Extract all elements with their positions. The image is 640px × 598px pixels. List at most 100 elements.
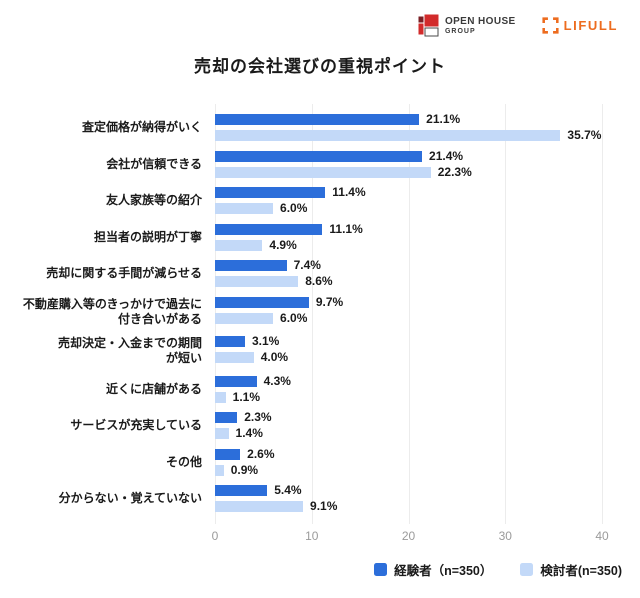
bar-group: 近くに店舗がある 4.3% 1.1% [0,373,640,404]
category-label: 分からない・覚えていない [58,491,202,505]
gridline-40 [602,104,603,524]
lifull-logo: LIFULL [542,17,618,34]
bar-line: 4.9% [215,237,602,252]
gridline-10 [311,104,313,524]
legend-item: 経験者（n=350） [374,560,492,579]
bar-group: 会社が信頼できる 21.4% 22.3% [0,150,640,179]
gridline-30 [505,104,507,524]
bar [215,375,257,387]
bar-group: その他 2.6% 0.9% [0,446,640,476]
bar [215,114,420,125]
bar-line: 35.7% [215,128,602,142]
bar-value-label: 22.3% [437,164,472,179]
bar-line: 9.1% [215,499,602,513]
bar [215,501,304,512]
category-label: 友人家族等の紹介 [105,193,202,207]
bar-line: 5.4% [215,483,602,497]
bar [215,412,238,423]
bar-group: 売却決定・入金までの期間 が短い 3.1% 4.0% [0,334,640,366]
bar [215,352,254,363]
x-tick-label: 30 [498,529,512,543]
bar-value-label: 3.1% [251,334,280,348]
x-tick-label: 20 [401,529,416,543]
x-axis: 0 10 20 30 40 [212,529,609,545]
bar-value-label: 9.1% [310,499,338,513]
category-label: サービスが充実している [70,418,202,432]
bar [215,391,226,403]
bar-value-label: 2.6% [247,446,275,461]
bar-value-label: 1.4% [235,426,263,440]
x-tick-label: 40 [595,529,609,543]
bar-value-label: 11.1% [329,221,363,236]
bar [215,464,224,476]
bar-value-label: 2.3% [244,410,272,424]
bar [215,260,287,271]
bar-group: 担当者の説明が丁寧 11.1% 4.9% [0,221,640,252]
logo-row: OPEN HOUSE GROUP LIFULL [418,14,618,37]
bar-value-label: 4.9% [269,237,297,252]
bar-value-label: 5.4% [274,483,302,497]
bar-rows: 査定価格が納得がいく 21.1% 35.7% 会社が信頼できる 21.4% 22.3% 友人… [0,104,640,512]
open-house-group-text: GROUP [444,27,476,35]
bar-value-label: 8.6% [305,274,333,288]
bar-value-label: 6.0% [280,310,308,325]
legend-swatch [520,563,534,576]
bar [215,448,241,460]
open-house-logo-text: OPEN HOUSE [444,15,516,27]
bar-value-label: 4.0% [260,350,289,364]
gridline-20 [408,104,410,524]
bar-line: 2.3% [215,410,602,424]
bar-line: 11.1% [215,221,602,236]
bar [215,428,229,439]
x-tick-label: 10 [305,529,319,543]
bar [215,187,326,198]
bar-line: 11.4% [215,185,602,199]
lifull-brackets-icon [542,17,559,34]
bar-group: 査定価格が納得がいく 21.1% 35.7% [0,113,640,142]
legend-swatch [374,563,388,576]
bar-group: 分からない・覚えていない 5.4% 9.1% [0,483,640,513]
chart-title: 売却の会社選びの重視ポイント [194,57,446,76]
bar-value-label: 35.7% [567,128,602,142]
bar-value-label: 11.4% [332,185,366,199]
bar-line: 4.0% [215,350,602,364]
category-label: 会社が信頼できる [106,156,202,171]
bar-value-label: 4.3% [263,373,291,388]
open-house-mark-icon [418,14,439,37]
bar [215,239,263,251]
bar-group: 友人家族等の紹介 11.4% 6.0% [0,185,640,215]
lifull-logo-text: LIFULL [563,18,618,33]
bar-line: 4.3% [215,373,602,388]
bar [215,336,245,347]
bar-line: 21.4% [215,150,602,162]
bar [215,223,323,235]
category-label: 売却に関する手間が減らせる [46,266,202,280]
bar-line: 2.6% [215,446,602,461]
open-house-group-logo: OPEN HOUSE GROUP [418,14,516,37]
legend-item: 検討者(n=350) [520,560,622,579]
bar-group: 売却に関する手間が減らせる 7.4% 8.6% [0,258,640,288]
legend: 経験者（n=350） 検討者(n=350) [374,560,622,579]
bar-line: 6.0% [215,201,602,215]
bar-group: 不動産購入等のきっかけで過去に 付き合いがある 9.7% 6.0% [0,294,640,327]
bar-line: 3.1% [215,334,602,348]
bar-value-label: 7.4% [293,258,321,272]
bar-value-label: 1.1% [232,389,260,404]
bar-line: 0.9% [215,464,602,476]
legend-label: 検討者(n=350) [540,564,622,578]
bar-line: 8.6% [215,274,602,288]
bar-line: 22.3% [215,164,602,179]
bar [215,166,431,178]
bar-line: 21.1% [215,113,602,125]
category-label: その他 [165,454,202,469]
bar [215,203,274,214]
bar-value-label: 9.7% [315,294,344,309]
legend-label: 経験者（n=350） [394,564,493,578]
category-label: 担当者の説明が丁寧 [93,229,202,244]
bar-line: 7.4% [215,258,602,272]
bar-line: 1.4% [215,426,602,440]
bar [215,130,561,141]
bar-value-label: 6.0% [280,201,308,215]
bar-group: サービスが充実している 2.3% 1.4% [0,410,640,440]
